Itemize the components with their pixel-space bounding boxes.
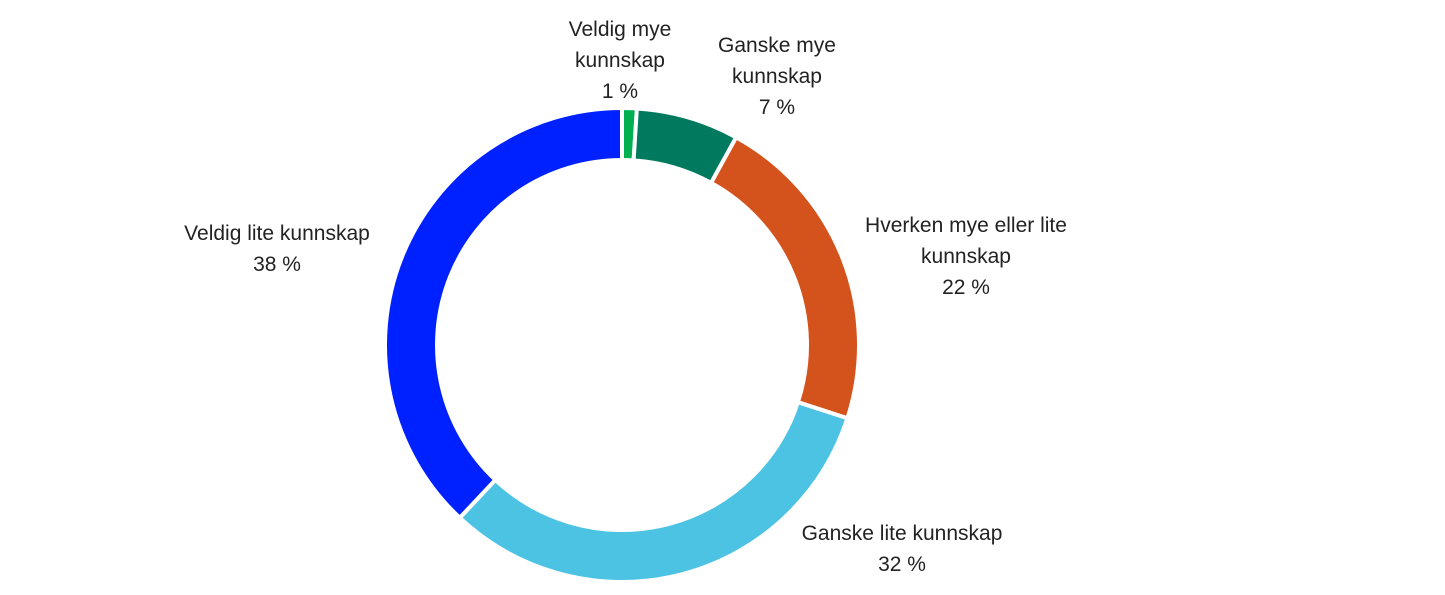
value-label: 32 % [878,553,926,576]
category-label: Veldig mye kunnskap [568,18,672,72]
value-label: 22 % [942,276,990,299]
category-label: Veldig lite kunnskap [184,222,370,245]
value-label: 7 % [758,96,796,119]
category-label: Ganske mye kunnskap [718,34,836,88]
slice-label: Ganske lite kunnskap 32 % [767,518,1037,580]
donut-slice [383,105,624,521]
category-label: Ganske lite kunnskap [801,522,1003,545]
slice-label: Hverken mye eller lite kunnskap 22 % [851,210,1081,303]
value-label: 1 % [601,80,639,103]
category-label: Hverken mye eller lite kunnskap [865,214,1067,268]
slice-label: Veldig mye kunnskap 1 % [545,14,695,107]
value-label: 38 % [253,253,301,276]
slice-label: Veldig lite kunnskap 38 % [147,218,407,280]
donut-slice [456,399,850,584]
donut-slice [708,134,861,421]
slice-label: Ganske mye kunnskap 7 % [697,30,857,123]
